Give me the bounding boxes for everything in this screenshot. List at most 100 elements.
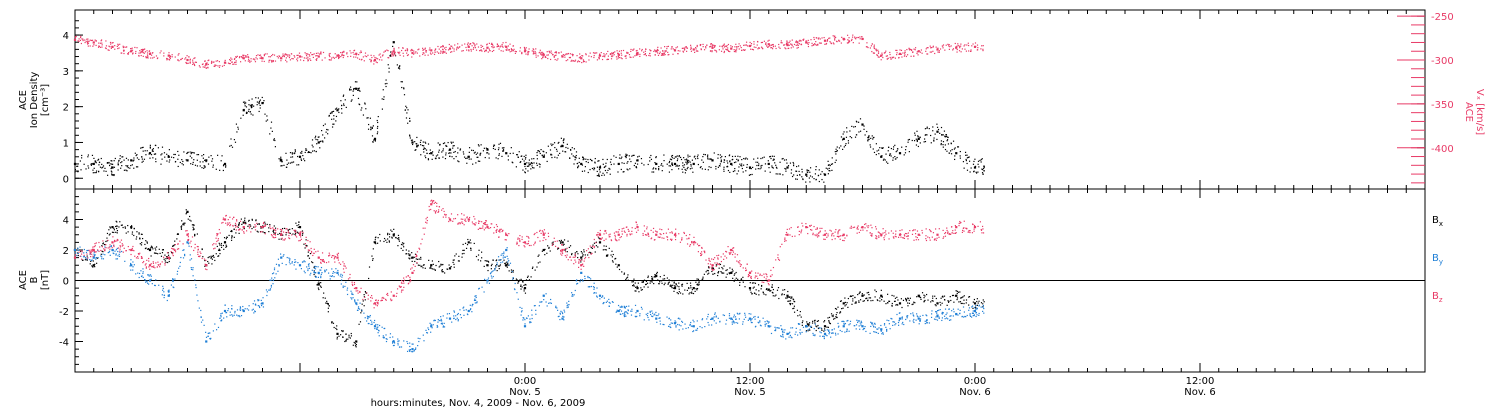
vx-series-sample-dot (425, 51, 427, 53)
vx-series-value-point (636, 51, 639, 55)
vx-series-sample-dot (911, 49, 913, 51)
by-series-sample-dot (799, 332, 801, 334)
vx-series-value-point (317, 55, 320, 58)
bx-series-sample-dot (220, 244, 222, 246)
ion-density-series-sample-dot (605, 162, 607, 164)
ion-density-series-sample-dot (274, 146, 277, 148)
ion-density-series-sample-dot (243, 108, 245, 111)
ion-density-series-sample-dot (308, 151, 310, 153)
x-tick-time-label: 12:00 (1186, 376, 1215, 387)
vx-series-sample-dot (579, 56, 581, 58)
vx-series-sample-dot (466, 43, 469, 45)
by-series-sample-dot (94, 254, 96, 256)
vx-series-sample-dot (394, 54, 396, 56)
density-panel-frame (74, 9, 1426, 190)
vx-series-sample-dot (87, 40, 89, 42)
by-series-sample-dot (737, 313, 739, 315)
ion-density-series-sample-dot (417, 144, 419, 146)
by-series-sample-dot (205, 336, 208, 338)
bx-series-sample-dot (612, 261, 614, 263)
by-series-sample-dot (973, 307, 976, 309)
ion-density-series-sample-dot (100, 157, 102, 160)
vx-series-sample-dot (610, 58, 613, 60)
bx-series-sample-dot (647, 276, 649, 279)
ion-density-series-sample-dot (459, 148, 462, 150)
ion-density-series-sample-dot (565, 146, 567, 149)
by-series-sample-dot (535, 313, 537, 315)
vx-series-sample-dot (750, 44, 752, 47)
ion-density-series-sample-dot (933, 139, 935, 141)
bx-series-sample-dot (606, 255, 609, 257)
ion-density-series-sample-dot (669, 158, 672, 160)
vx-series-sample-dot (502, 46, 504, 48)
ion-density-series-sample-dot (166, 160, 168, 162)
ion-density-series-sample-dot (672, 164, 674, 166)
bx-series-sample-dot (698, 282, 700, 284)
bx-series-sample-dot (659, 281, 661, 283)
vx-series-sample-dot (87, 38, 89, 40)
vx-series-sample-dot (442, 50, 445, 53)
bx-series-sample-dot (121, 224, 123, 226)
vx-series-sample-dot (393, 50, 395, 53)
vx-series-sample-dot (465, 46, 467, 49)
vx-series-sample-dot (422, 49, 425, 51)
ion-density-series-sample-dot (369, 117, 372, 119)
bx-series-sample-dot (177, 233, 180, 235)
bx-series-sample-dot (674, 285, 676, 288)
ion-density-series-sample-dot (385, 85, 387, 88)
ion-density-series-sample-dot (499, 142, 502, 144)
vx-series-sample-dot (245, 55, 247, 57)
ion-density-series-sample-dot (152, 148, 155, 150)
bx-series-sample-dot (913, 301, 915, 303)
vx-series-sample-dot (484, 50, 486, 53)
ion-density-series-sample-dot (207, 163, 210, 165)
vx-series-sample-dot (843, 37, 845, 40)
by-series-sample-dot (124, 260, 126, 262)
vx-series-sample-dot (904, 50, 906, 52)
vx-series-sample-dot (350, 52, 352, 54)
ion-density-series-sample-dot (942, 134, 944, 136)
vx-series-sample-dot (299, 59, 302, 61)
bx-series-sample-dot (154, 247, 156, 249)
ion-density-series-sample-dot (480, 152, 482, 154)
vx-series-sample-dot (703, 49, 706, 51)
ion-density-series-sample-dot (896, 150, 898, 152)
bx-series-sample-dot (863, 294, 865, 296)
ion-density-series-sample-dot (264, 113, 266, 115)
vx-series-sample-dot (436, 51, 438, 53)
bx-series-sample-dot (976, 300, 978, 303)
vx-series-sample-dot (204, 60, 206, 62)
bx-series-sample-dot (637, 282, 639, 284)
bx-series-sample-dot (735, 277, 737, 279)
bx-series-sample-dot (861, 293, 863, 295)
by-series-sample-dot (955, 314, 957, 316)
vx-series-sample-dot (734, 50, 737, 52)
vx-series-sample-dot (877, 52, 880, 54)
ion-density-series-sample-dot (466, 162, 468, 164)
vx-series-sample-dot (425, 50, 428, 52)
ion-density-series-sample-dot (757, 164, 760, 167)
ion-density-series-sample-dot (98, 161, 101, 164)
ion-density-series-sample-dot (946, 139, 949, 141)
bx-series-sample-dot (347, 338, 349, 340)
by-series-value-point (280, 256, 283, 259)
bx-series-sample-dot (299, 226, 301, 228)
ion-density-series-sample-dot (98, 170, 100, 172)
vx-series-sample-dot (858, 42, 860, 44)
vx-series-sample-dot (462, 50, 464, 52)
bx-series-sample-dot (658, 280, 661, 282)
bx-series-sample-dot (508, 270, 510, 272)
vx-series-sample-dot (480, 46, 482, 48)
vx-series-sample-dot (230, 57, 232, 59)
bx-series-sample-dot (166, 256, 169, 258)
ion-density-series-sample-dot (250, 107, 253, 109)
vx-series-sample-dot (524, 49, 526, 51)
ion-density-series-sample-dot (230, 138, 232, 140)
vx-series-sample-dot (233, 58, 236, 60)
vx-series-sample-dot (208, 59, 210, 61)
by-series-sample-dot (731, 318, 734, 321)
vx-series-sample-dot (80, 35, 82, 37)
ion-density-series-sample-dot (353, 89, 355, 91)
vx-series-sample-dot (402, 47, 404, 49)
ion-density-series-sample-dot (587, 171, 589, 174)
